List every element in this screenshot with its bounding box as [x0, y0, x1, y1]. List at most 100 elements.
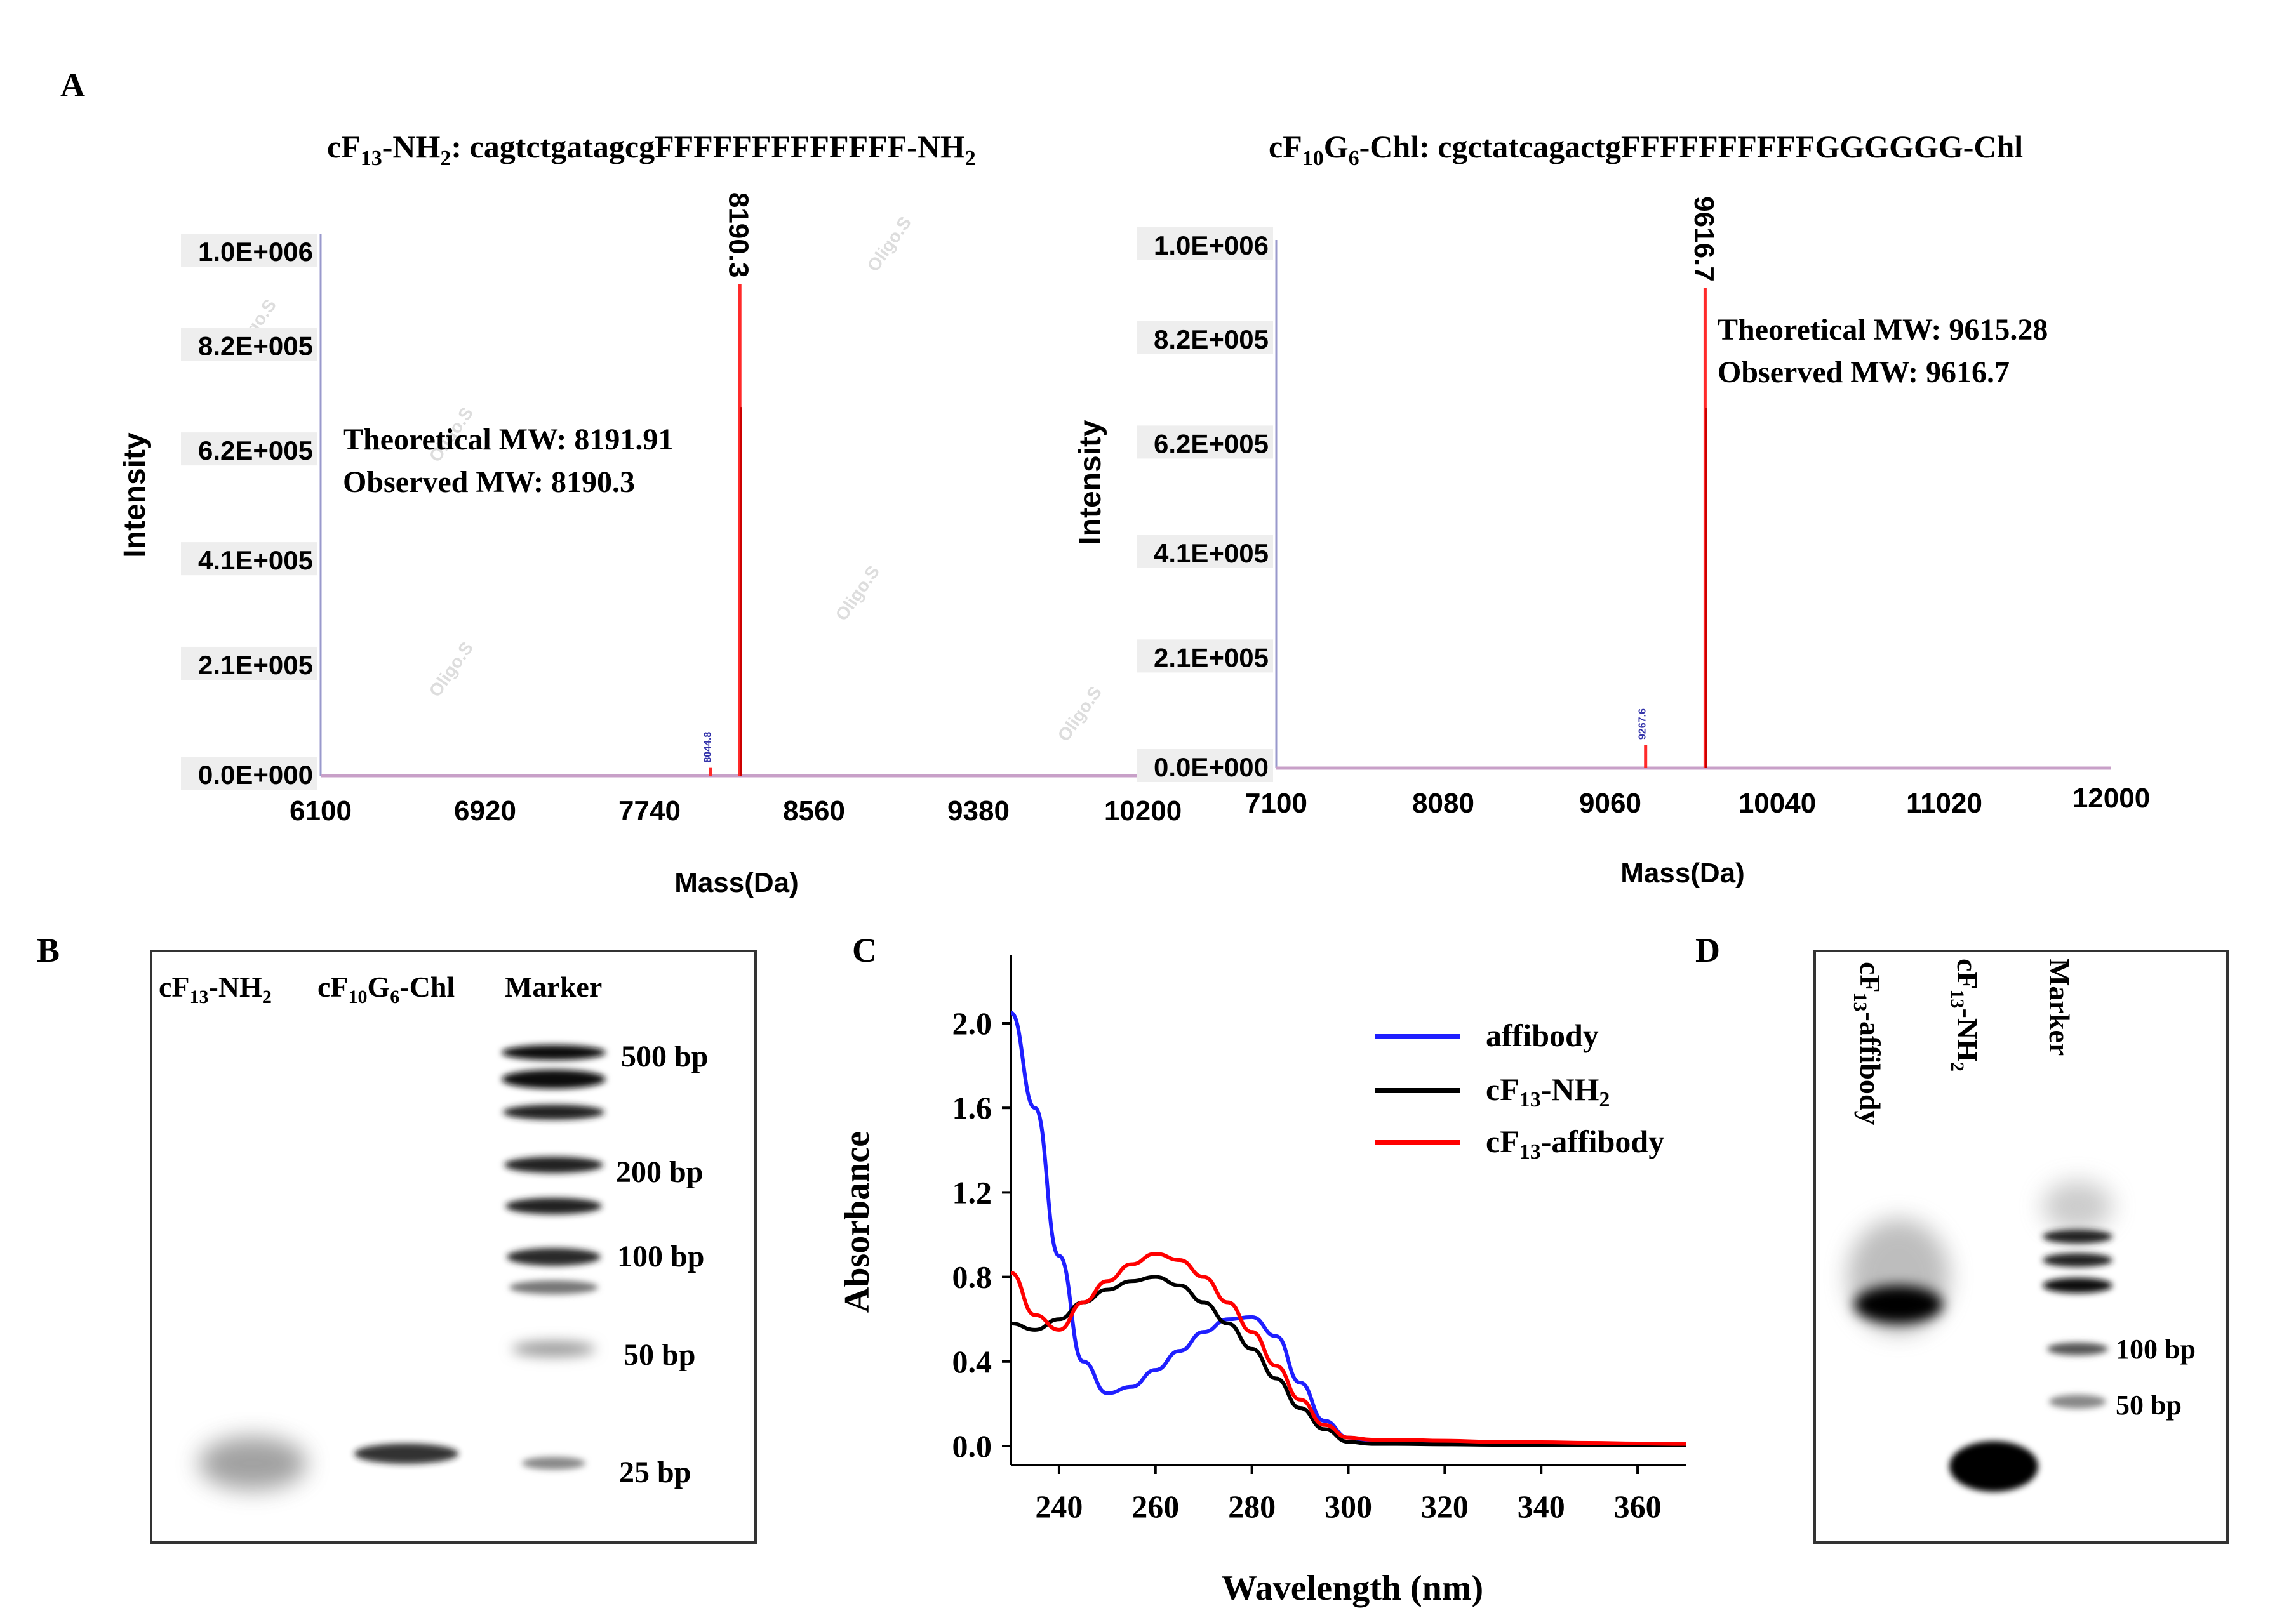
- panel-c-absorbance: 0.0 0.4 0.8 1.2 1.6 2.0 240 260 280 300 320 340 360…: [838, 955, 1686, 1608]
- marker-band: [504, 1157, 603, 1173]
- series-line-cf13-affibody: [1010, 1251, 1686, 1446]
- band-cf10g6-chl: [354, 1444, 458, 1464]
- x-tick-label: 320: [1421, 1489, 1469, 1524]
- panel-a-right: cF10G6-Chl: cgctatcagactgFFFFFFFFFFGGGGG…: [1074, 129, 2150, 889]
- marker-band: [2043, 1278, 2112, 1293]
- x-tick-label: 7100: [1245, 788, 1307, 819]
- lane-label-marker: Marker: [2043, 959, 2076, 1056]
- major-peak-label: 8190.3: [723, 192, 754, 278]
- y-tick-label-bg: [1137, 749, 1273, 782]
- theoretical-mw-left: Theoretical MW: 8191.91: [343, 423, 673, 456]
- lane-label-cf10g6-chl: cF10G6-Chl: [317, 971, 455, 1007]
- series-line-cf13-nh2: [1010, 1275, 1686, 1448]
- marker-band: [509, 1280, 598, 1294]
- y-tick-label: 2.1E+005: [198, 650, 313, 680]
- x-tick-label: 10040: [1739, 788, 1816, 819]
- mass-spec-right-title: cF10G6-Chl: cgctatcagactgFFFFFFFFFFGGGGG…: [1269, 129, 2023, 170]
- x-axis-label-left: Mass(Da): [674, 867, 799, 898]
- y-tick-label: 8.2E+005: [1154, 324, 1269, 354]
- y-tick-label-bg: [1137, 425, 1273, 459]
- marker-band: [502, 1045, 606, 1060]
- marker-label-100bp: 100 bp: [2116, 1334, 2196, 1365]
- marker-band: [507, 1248, 601, 1266]
- x-tick-label: 8560: [783, 795, 845, 827]
- y-tick-label: 2.0: [952, 1006, 992, 1041]
- x-tick-label: 10200: [1104, 795, 1182, 827]
- y-tick-label: 0.0E+000: [198, 760, 313, 790]
- legend-label-affibody: affibody: [1486, 1018, 1599, 1053]
- observed-mw-left: Observed MW: 8190.3: [343, 465, 635, 499]
- lane-label-cf13-affibody: cF13-affibody: [1850, 962, 1886, 1125]
- marker-band: [2043, 1230, 2112, 1244]
- y-tick-label: 4.1E+005: [1154, 538, 1269, 568]
- x-axis-label-wavelength: Wavelength (nm): [1222, 1569, 1483, 1608]
- watermark-text: Oligo.S: [832, 562, 884, 624]
- y-tick-label: 4.1E+005: [198, 545, 313, 575]
- y-tick-label: 6.2E+005: [198, 435, 313, 465]
- y-tick-label: 1.0E+006: [198, 237, 313, 267]
- panel-label-a: A: [60, 66, 85, 104]
- major-peak-label: 9616.7: [1688, 196, 1719, 282]
- marker-band: [505, 1198, 602, 1214]
- observed-mw-right: Observed MW: 9616.7: [1718, 355, 2010, 389]
- watermark-text: Oligo.S: [425, 638, 477, 700]
- marker-band: [502, 1070, 606, 1089]
- panel-a-left: cF13-NH2: cagtctgatagcgFFFFFFFFFFFFF-NH2…: [118, 129, 1182, 898]
- band-cf13-nh2: [1949, 1441, 2038, 1492]
- y-axis-label-absorbance: Absorbance: [838, 1131, 877, 1313]
- y-axis-label-left: Intensity: [118, 432, 152, 558]
- x-axis-label-right: Mass(Da): [1620, 858, 1745, 889]
- watermark-text: Oligo.S: [864, 213, 916, 275]
- y-tick-label-bg: [181, 646, 317, 680]
- marker-label-25bp: 25 bp: [619, 1456, 691, 1489]
- x-tick-label: 9380: [947, 795, 1010, 827]
- marker-label-100bp: 100 bp: [617, 1240, 704, 1273]
- panel-label-d: D: [1695, 931, 1720, 969]
- marker-label-500bp: 500 bp: [621, 1040, 708, 1073]
- marker-label-200bp: 200 bp: [616, 1155, 703, 1189]
- x-tick-label: 300: [1325, 1489, 1372, 1524]
- marker-band: [512, 1341, 596, 1357]
- x-tick-label: 7740: [618, 795, 681, 827]
- x-tick-label: 360: [1614, 1489, 1662, 1524]
- x-tick-label: 6920: [454, 795, 516, 827]
- y-tick-label: 0.0: [952, 1428, 992, 1464]
- theoretical-mw-right: Theoretical MW: 9615.28: [1718, 313, 2048, 347]
- legend-label-cf13-nh2: cF13-NH2: [1486, 1072, 1610, 1112]
- marker-band: [522, 1457, 585, 1470]
- y-tick-label: 0.8: [952, 1259, 992, 1295]
- x-tick-label: 11020: [1906, 788, 1982, 819]
- x-tick-label: 8080: [1412, 788, 1474, 819]
- y-tick-label-bg: [1137, 534, 1273, 568]
- panel-b-gel: cF13-NH2 cF10G6-Chl Marker 500 bp 200 bp…: [150, 950, 757, 1544]
- y-tick-label: 1.6: [952, 1090, 992, 1125]
- y-tick-label-bg: [181, 234, 317, 267]
- x-tick-label: 12000: [2072, 783, 2150, 814]
- marker-label-50bp: 50 bp: [2116, 1390, 2182, 1421]
- panel-d-gel: cF13-affibody cF13-NH2 Marker 100 bp 50 …: [1813, 950, 2229, 1544]
- lane-label-cf13-nh2: cF13-NH2: [159, 971, 272, 1007]
- legend-label-cf13-affibody: cF13-affibody: [1486, 1124, 1664, 1164]
- panel-label-c: C: [852, 931, 877, 969]
- lane-label-marker: Marker: [505, 971, 602, 1003]
- x-tick-label: 260: [1131, 1489, 1179, 1524]
- marker-band: [2043, 1253, 2112, 1267]
- x-tick-label: 340: [1518, 1489, 1565, 1524]
- y-tick-label-bg: [181, 757, 317, 790]
- y-tick-label: 0.0E+000: [1154, 752, 1269, 782]
- y-tick-label-bg: [181, 542, 317, 576]
- minor-peak-label: 9267.6: [1638, 708, 1648, 740]
- x-tick-label: 280: [1228, 1489, 1276, 1524]
- lane-label-cf13-nh2: cF13-NH2: [1947, 959, 1984, 1072]
- y-tick-label-bg: [1137, 227, 1273, 260]
- y-tick-label-bg: [1137, 321, 1273, 354]
- marker-band: [2049, 1395, 2106, 1409]
- y-axis-label-right: Intensity: [1074, 420, 1107, 545]
- y-tick-label: 1.2: [952, 1174, 992, 1210]
- y-tick-label: 6.2E+005: [1154, 428, 1269, 458]
- y-tick-label: 2.1E+005: [1154, 642, 1269, 672]
- watermark-text: Oligo.S: [1054, 682, 1106, 745]
- x-tick-label: 6100: [290, 795, 352, 827]
- y-tick-label: 1.0E+006: [1154, 230, 1269, 260]
